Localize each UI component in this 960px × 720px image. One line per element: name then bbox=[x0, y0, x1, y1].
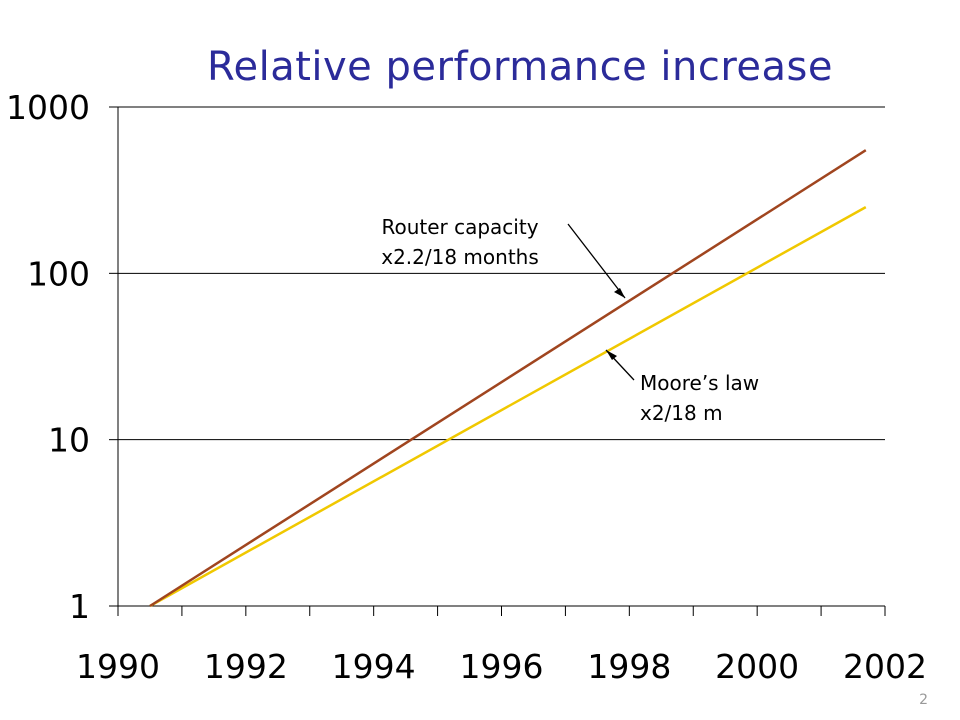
annotation-router-capacity: Router capacity x2.2/18 months bbox=[381, 215, 626, 299]
series-lines bbox=[149, 149, 867, 608]
grid-lines bbox=[118, 106, 885, 441]
y-tick-label: 1000 bbox=[6, 88, 90, 127]
annotation-moores-law: Moore’s law x2/18 m bbox=[605, 349, 759, 425]
series-line-router-capacity bbox=[149, 149, 867, 608]
y-tick-label: 1 bbox=[69, 587, 90, 626]
x-tick-labels: 1990 1992 1994 1996 1998 2000 2002 bbox=[76, 647, 927, 686]
x-tick-label: 1992 bbox=[204, 647, 288, 686]
x-tick-label: 2000 bbox=[715, 647, 799, 686]
annotation-router-arrowhead bbox=[614, 288, 625, 298]
x-tick-label: 1998 bbox=[587, 647, 671, 686]
annotation-router-line2: x2.2/18 months bbox=[381, 245, 539, 269]
x-tick-label: 1990 bbox=[76, 647, 160, 686]
y-tick-label: 10 bbox=[48, 421, 90, 460]
axes bbox=[109, 106, 886, 616]
annotation-moore-line2: x2/18 m bbox=[640, 401, 723, 425]
annotation-moore-arrowhead bbox=[606, 350, 617, 360]
y-tick-label: 100 bbox=[27, 254, 90, 293]
series-line-moore-s-law bbox=[149, 206, 867, 608]
annotation-router-arrow bbox=[567, 223, 626, 299]
y-tick-labels: 1 10 100 1000 bbox=[6, 88, 90, 626]
x-tick-label: 1994 bbox=[332, 647, 416, 686]
slide-title: Relative performance increase bbox=[206, 44, 833, 90]
x-tick-label: 1996 bbox=[460, 647, 544, 686]
page-number: 2 bbox=[919, 692, 928, 708]
annotation-moore-line1: Moore’s law bbox=[640, 371, 759, 395]
annotation-router-line1: Router capacity bbox=[381, 215, 538, 239]
x-tick-label: 2002 bbox=[843, 647, 927, 686]
